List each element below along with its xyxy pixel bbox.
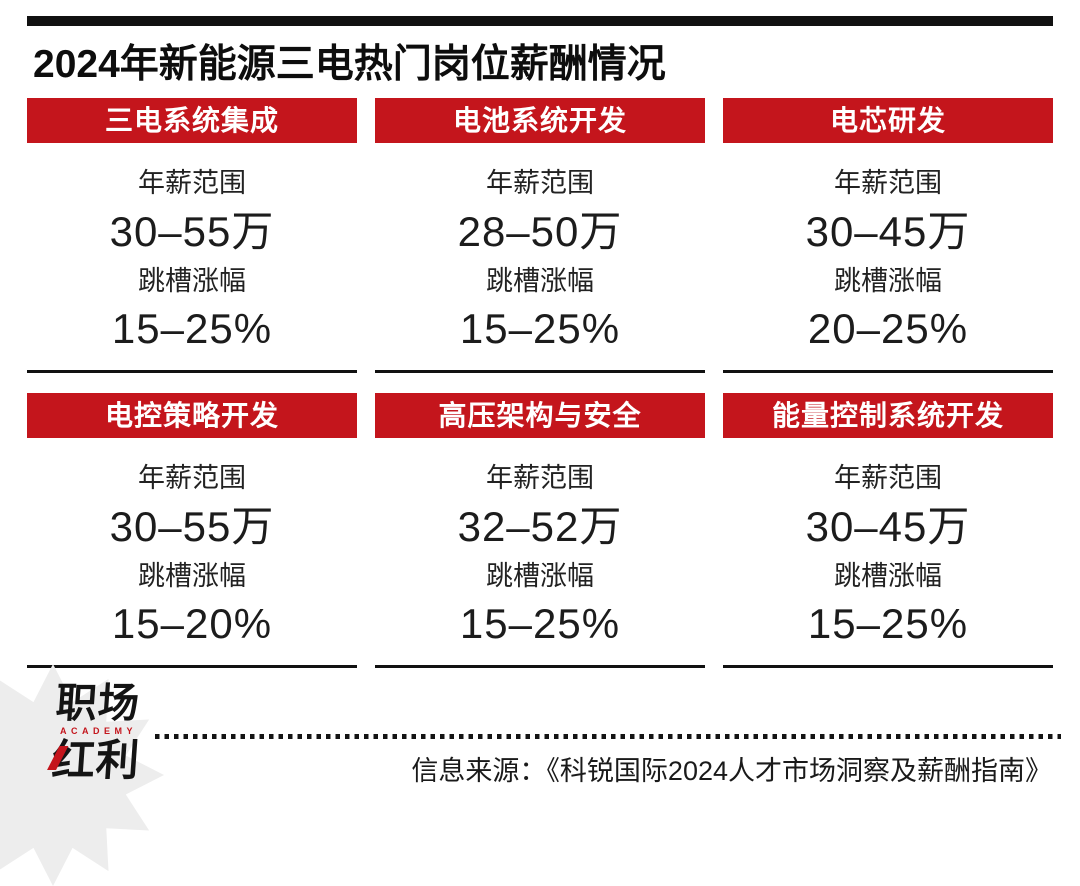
position-title: 电芯研发 [723, 98, 1053, 143]
salary-range-label: 年薪范围 [138, 168, 246, 198]
salary-range-label: 年薪范围 [834, 463, 942, 493]
raise-label: 跳槽涨幅 [834, 266, 942, 296]
position-title: 能量控制系统开发 [723, 393, 1053, 438]
position-card-gaoya-jiagou-anquan: 高压架构与安全 年薪范围 32–52万 跳槽涨幅 15–25% [375, 393, 705, 668]
position-title: 三电系统集成 [27, 98, 357, 143]
salary-range-label: 年薪范围 [486, 168, 594, 198]
position-title: 高压架构与安全 [375, 393, 705, 438]
salary-range-label: 年薪范围 [138, 463, 246, 493]
raise-value: 15–25% [459, 600, 621, 647]
position-title: 电池系统开发 [375, 98, 705, 143]
raise-value: 15–25% [459, 305, 621, 352]
raise-value: 15–25% [807, 600, 969, 647]
raise-label: 跳槽涨幅 [138, 561, 246, 591]
salary-range-value: 30–55万 [109, 208, 275, 255]
page-title: 2024年新能源三电热门岗位薪酬情况 [33, 43, 666, 86]
position-card-nengliang-kongzhi-xitong-kaifa: 能量控制系统开发 年薪范围 30–45万 跳槽涨幅 15–25% [723, 393, 1053, 668]
salary-range-value: 28–50万 [457, 208, 623, 255]
salary-cards-grid: 三电系统集成 年薪范围 30–55万 跳槽涨幅 15–25% 电池系统开发 年薪… [27, 98, 1053, 668]
salary-range-value: 30–45万 [805, 208, 971, 255]
salary-range-value: 30–55万 [109, 503, 275, 550]
dotted-divider [155, 734, 1061, 739]
position-card-diankong-celue-kaifa: 电控策略开发 年薪范围 30–55万 跳槽涨幅 15–20% [27, 393, 357, 668]
logo-text-zhichang: 职场 [54, 680, 142, 726]
raise-value: 20–25% [807, 305, 969, 352]
raise-label: 跳槽涨幅 [834, 561, 942, 591]
infographic-canvas: 2024年新能源三电热门岗位薪酬情况 三电系统集成 年薪范围 30–55万 跳槽… [0, 16, 1061, 886]
raise-value: 15–25% [111, 305, 273, 352]
raise-label: 跳槽涨幅 [486, 266, 594, 296]
salary-range-value: 30–45万 [805, 503, 971, 550]
zhichang-hongli-logo: 职场 ACADEMY 红利 [47, 680, 186, 785]
top-divider-bar [27, 16, 1053, 26]
position-card-sandian-xitong-jicheng: 三电系统集成 年薪范围 30–55万 跳槽涨幅 15–25% [27, 98, 357, 373]
salary-range-label: 年薪范围 [834, 168, 942, 198]
position-card-dianxin-yanfa: 电芯研发 年薪范围 30–45万 跳槽涨幅 20–25% [723, 98, 1053, 373]
logo-text-hongli-chars: 红利 [50, 737, 142, 785]
logo-text-hongli: 红利 [47, 737, 187, 785]
logo-text-academy: ACADEMY [60, 726, 138, 736]
source-attribution: 信息来源：《科锐国际2024人才市场洞察及薪酬指南》 [411, 756, 1052, 786]
raise-value: 15–20% [111, 600, 273, 647]
salary-range-label: 年薪范围 [486, 463, 594, 493]
salary-range-value: 32–52万 [457, 503, 623, 550]
position-card-dianchi-xitong-kaifa: 电池系统开发 年薪范围 28–50万 跳槽涨幅 15–25% [375, 98, 705, 373]
raise-label: 跳槽涨幅 [138, 266, 246, 296]
position-title: 电控策略开发 [27, 393, 357, 438]
raise-label: 跳槽涨幅 [486, 561, 594, 591]
